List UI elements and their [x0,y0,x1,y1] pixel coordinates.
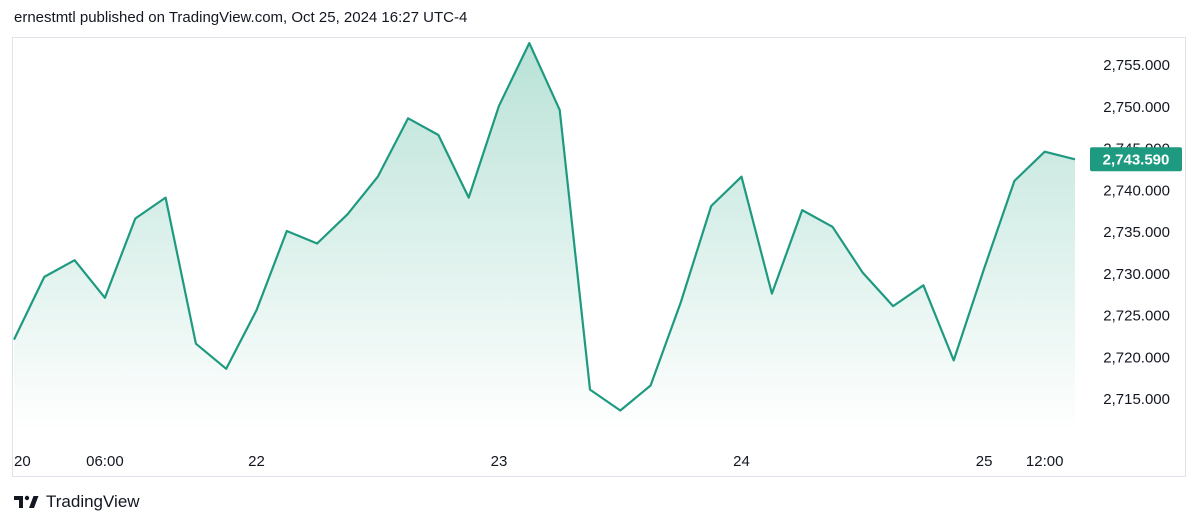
y-tick-label: 2,730.000 [1103,266,1170,283]
y-tick-label: 2,735.000 [1103,224,1170,241]
x-tick-label: 25 [976,453,993,470]
y-tick-label: 2,750.000 [1103,99,1170,116]
y-tick-label: 2,720.000 [1103,349,1170,366]
price-area-fill [14,43,1075,432]
publish-header: ernestmtl published on TradingView.com, … [14,9,468,26]
x-tick-label: 22 [248,453,265,470]
y-tick-label: 2,755.000 [1103,57,1170,74]
y-tick-label: 2,725.000 [1103,308,1170,325]
price-line[interactable] [13,42,1076,412]
x-tick-label: 20 [14,453,31,470]
y-tick-label: 2,740.000 [1103,182,1170,199]
x-tick-label: 24 [733,453,750,470]
last-price-label: 2,743.590 [1103,151,1170,168]
footer: TradingView [14,492,140,512]
chart-frame [12,37,1186,477]
x-tick-label: 12:00 [1026,453,1064,470]
last-price-badge [1090,147,1182,172]
y-tick-label: 2,715.000 [1103,391,1170,408]
x-tick-label: 06:00 [86,453,124,470]
footer-brand[interactable]: TradingView [46,492,140,511]
x-tick-label: 23 [491,453,508,470]
price-chart[interactable]: 2,715.000 2,720.000 2,725.000 2,730.000 2,73… [0,0,1200,480]
tradingview-logo-icon [14,495,39,508]
